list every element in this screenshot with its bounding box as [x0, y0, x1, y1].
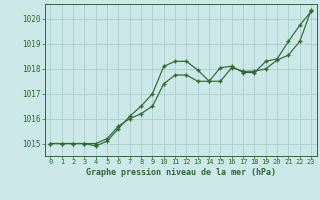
X-axis label: Graphe pression niveau de la mer (hPa): Graphe pression niveau de la mer (hPa)	[86, 168, 276, 177]
